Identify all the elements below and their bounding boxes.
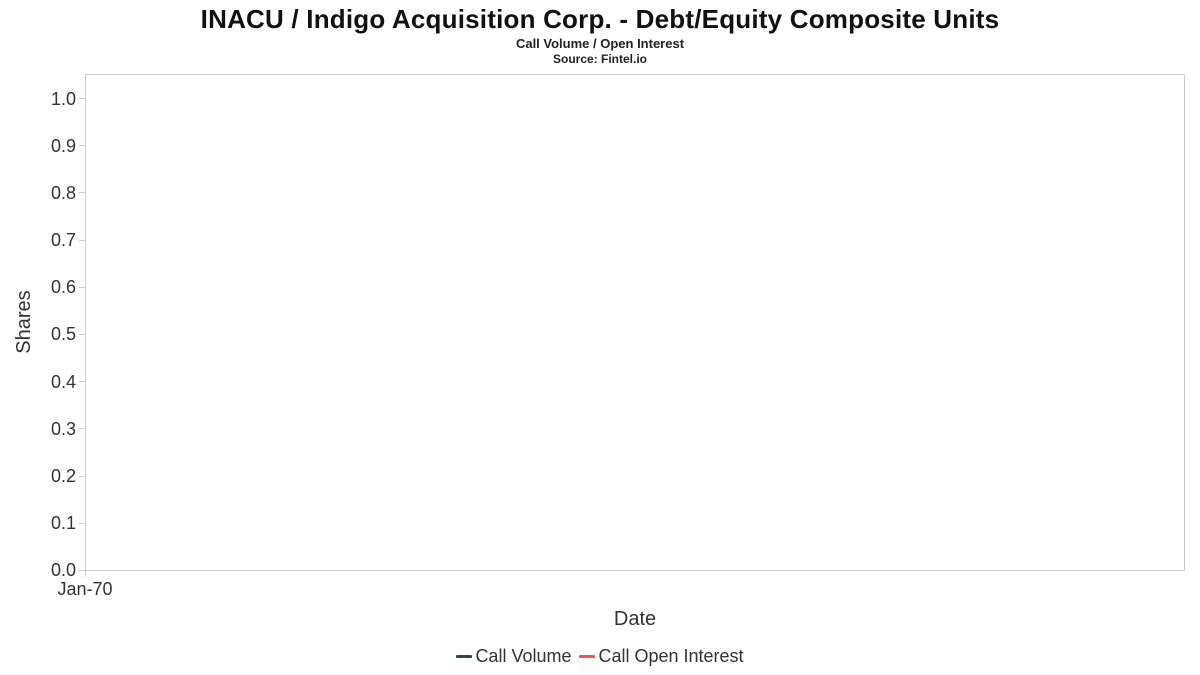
y-tick-label: 0.3 bbox=[50, 418, 76, 439]
y-axis-tick-marks bbox=[79, 98, 85, 571]
call-volume-line-swatch-icon bbox=[456, 655, 473, 658]
y-tick-mark bbox=[79, 333, 85, 335]
y-tick-mark bbox=[79, 239, 85, 241]
legend-item-call-open-interest[interactable]: Call Open Interest bbox=[579, 646, 744, 667]
legend-label-call-open-interest: Call Open Interest bbox=[598, 646, 744, 666]
y-tick-label: 0.0 bbox=[50, 559, 76, 580]
y-tick-label: 0.2 bbox=[50, 465, 76, 486]
y-tick-label: 0.7 bbox=[50, 230, 76, 251]
legend-item-call-volume[interactable]: Call Volume bbox=[456, 646, 571, 667]
y-tick-mark bbox=[79, 286, 85, 288]
x-tick-mark bbox=[85, 571, 86, 577]
y-tick-label: 0.1 bbox=[50, 512, 76, 533]
y-tick-label: 1.0 bbox=[50, 89, 76, 109]
chart-legend: Call Volume Call Open Interest bbox=[0, 646, 1200, 667]
y-tick-label: 0.4 bbox=[50, 371, 76, 392]
y-tick-mark bbox=[79, 145, 85, 147]
y-axis-tick-labels: 1.0 0.9 0.8 0.7 0.6 0.5 0.4 0.3 0.2 0.1 … bbox=[0, 88, 76, 581]
y-tick-label: 0.8 bbox=[50, 183, 76, 204]
y-tick-mark bbox=[79, 522, 85, 524]
y-tick-mark bbox=[79, 98, 85, 99]
chart-source: Source: Fintel.io bbox=[552, 52, 647, 66]
plot-area bbox=[85, 74, 1185, 571]
y-tick-mark bbox=[79, 475, 85, 477]
call-open-interest-line-swatch-icon bbox=[579, 655, 596, 658]
legend-label-call-volume: Call Volume bbox=[475, 646, 572, 666]
y-tick-label: 0.6 bbox=[50, 277, 76, 298]
x-tick-label: Jan-70 bbox=[57, 579, 113, 599]
chart-subtitle: Call Volume / Open Interest bbox=[515, 36, 685, 51]
y-tick-label: 0.5 bbox=[50, 324, 76, 345]
y-tick-mark bbox=[79, 192, 85, 194]
y-tick-mark bbox=[79, 428, 85, 430]
y-tick-mark bbox=[79, 569, 85, 571]
y-tick-mark bbox=[79, 381, 85, 383]
y-tick-label: 0.9 bbox=[50, 136, 76, 157]
x-axis-title: Date bbox=[613, 608, 657, 630]
chart-title: INACU / Indigo Acquisition Corp. - Debt/… bbox=[200, 4, 1000, 34]
